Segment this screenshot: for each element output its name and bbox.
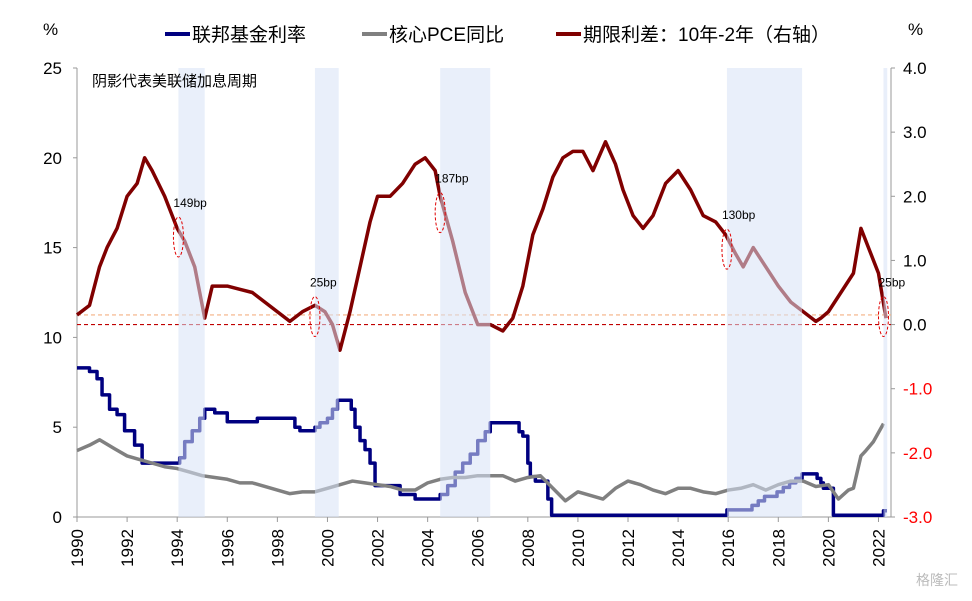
legend-label: 核心PCE同比 <box>389 24 504 46</box>
annotation-ellipse <box>309 296 321 338</box>
hike-cycle-shade <box>726 68 803 517</box>
x-tick-label: 2014 <box>669 529 688 567</box>
right-tick-label: 0.0 <box>903 316 927 335</box>
annotation-ellipse <box>721 228 733 270</box>
x-tick-label: 1998 <box>268 529 287 567</box>
x-tick-label: 2022 <box>869 529 888 567</box>
watermark: 格隆汇 <box>916 572 958 588</box>
x-tick-label: 1994 <box>168 529 187 567</box>
annotation-label: 25bp <box>310 276 337 290</box>
x-tick-label: 2000 <box>318 529 337 567</box>
x-tick-label: 1990 <box>68 529 87 567</box>
x-tick-label: 2020 <box>819 529 838 567</box>
annotation-label: 25bp <box>878 276 905 290</box>
annotation-label: 187bp <box>435 172 469 186</box>
right-tick-label: -1.0 <box>903 380 932 399</box>
x-tick-label: 2002 <box>369 529 388 567</box>
left-tick-label: 0 <box>53 508 62 527</box>
left-unit: % <box>43 20 58 39</box>
x-tick-label: 2008 <box>519 529 538 567</box>
left-tick-label: 15 <box>43 239 62 258</box>
annotation-ellipse <box>172 216 184 258</box>
x-tick-label: 2004 <box>419 529 438 567</box>
left-tick-label: 20 <box>43 149 62 168</box>
right-tick-label: 4.0 <box>903 59 927 78</box>
hike-cycle-shade <box>883 68 888 517</box>
x-tick-label: 1992 <box>118 529 137 567</box>
hike-cycle-shade <box>440 68 491 517</box>
right-tick-label: -3.0 <box>903 508 932 527</box>
annotation-ellipse <box>434 192 446 234</box>
hike-cycle-shade <box>178 68 205 517</box>
x-tick-label: 1996 <box>218 529 237 567</box>
left-tick-label: 5 <box>53 418 62 437</box>
x-tick-label: 2016 <box>719 529 738 567</box>
legend-label: 联邦基金利率 <box>192 24 306 46</box>
left-tick-label: 10 <box>43 328 62 347</box>
right-tick-label: 3.0 <box>903 123 927 142</box>
annotation-label: 130bp <box>722 208 756 222</box>
right-tick-label: 1.0 <box>903 251 927 270</box>
x-tick-label: 2018 <box>769 529 788 567</box>
shade-note: 阴影代表美联储加息周期 <box>92 73 257 90</box>
left-tick-label: 25 <box>43 59 62 78</box>
right-unit: % <box>908 20 923 39</box>
right-tick-label: 2.0 <box>903 187 927 206</box>
x-tick-label: 2012 <box>619 529 638 567</box>
right-tick-label: -2.0 <box>903 444 932 463</box>
annotation-label: 149bp <box>173 196 207 210</box>
annotation-ellipse <box>877 296 889 338</box>
x-tick-label: 2010 <box>569 529 588 567</box>
legend-label: 期限利差：10年-2年（右轴） <box>583 24 830 46</box>
x-tick-label: 2006 <box>469 529 488 567</box>
hike-cycle-shade <box>314 68 339 517</box>
